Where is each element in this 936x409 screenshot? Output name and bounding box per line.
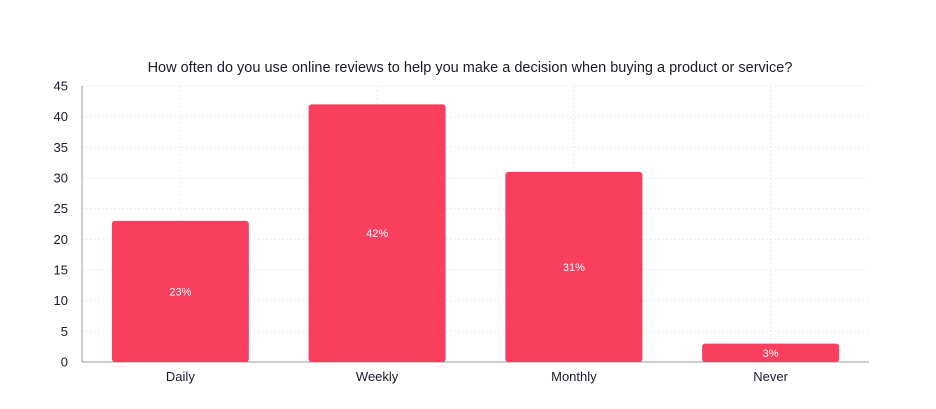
y-tick-label: 30 (54, 171, 68, 186)
y-tick-label: 5 (61, 324, 68, 339)
bar-layer (111, 104, 840, 363)
y-tick-label: 0 (61, 355, 68, 370)
bar-never (702, 343, 840, 362)
bar-monthly (505, 171, 643, 362)
y-tick-label: 35 (54, 140, 68, 155)
y-tick-label: 40 (54, 109, 68, 124)
x-tick-label: Never (753, 369, 788, 384)
data-label: 42% (366, 228, 388, 240)
y-tick-label: 10 (54, 293, 68, 308)
data-label: 23% (169, 286, 191, 298)
data-label: 31% (563, 262, 585, 274)
data-label: 3% (763, 348, 779, 360)
bar-weekly (308, 104, 446, 363)
x-tick-label: Weekly (356, 369, 399, 384)
y-tick-label: 15 (54, 263, 68, 278)
y-tick-label: 25 (54, 201, 68, 216)
chart-title: How often do you use online reviews to h… (148, 60, 793, 76)
bar-daily (111, 220, 249, 362)
label-layer: 23% 42% 31% 3% (169, 228, 778, 360)
x-tick-label: Monthly (551, 369, 597, 384)
x-tick-label: Daily (166, 369, 195, 384)
y-tick-label: 45 (54, 79, 68, 94)
y-tick-label: 20 (54, 232, 68, 247)
